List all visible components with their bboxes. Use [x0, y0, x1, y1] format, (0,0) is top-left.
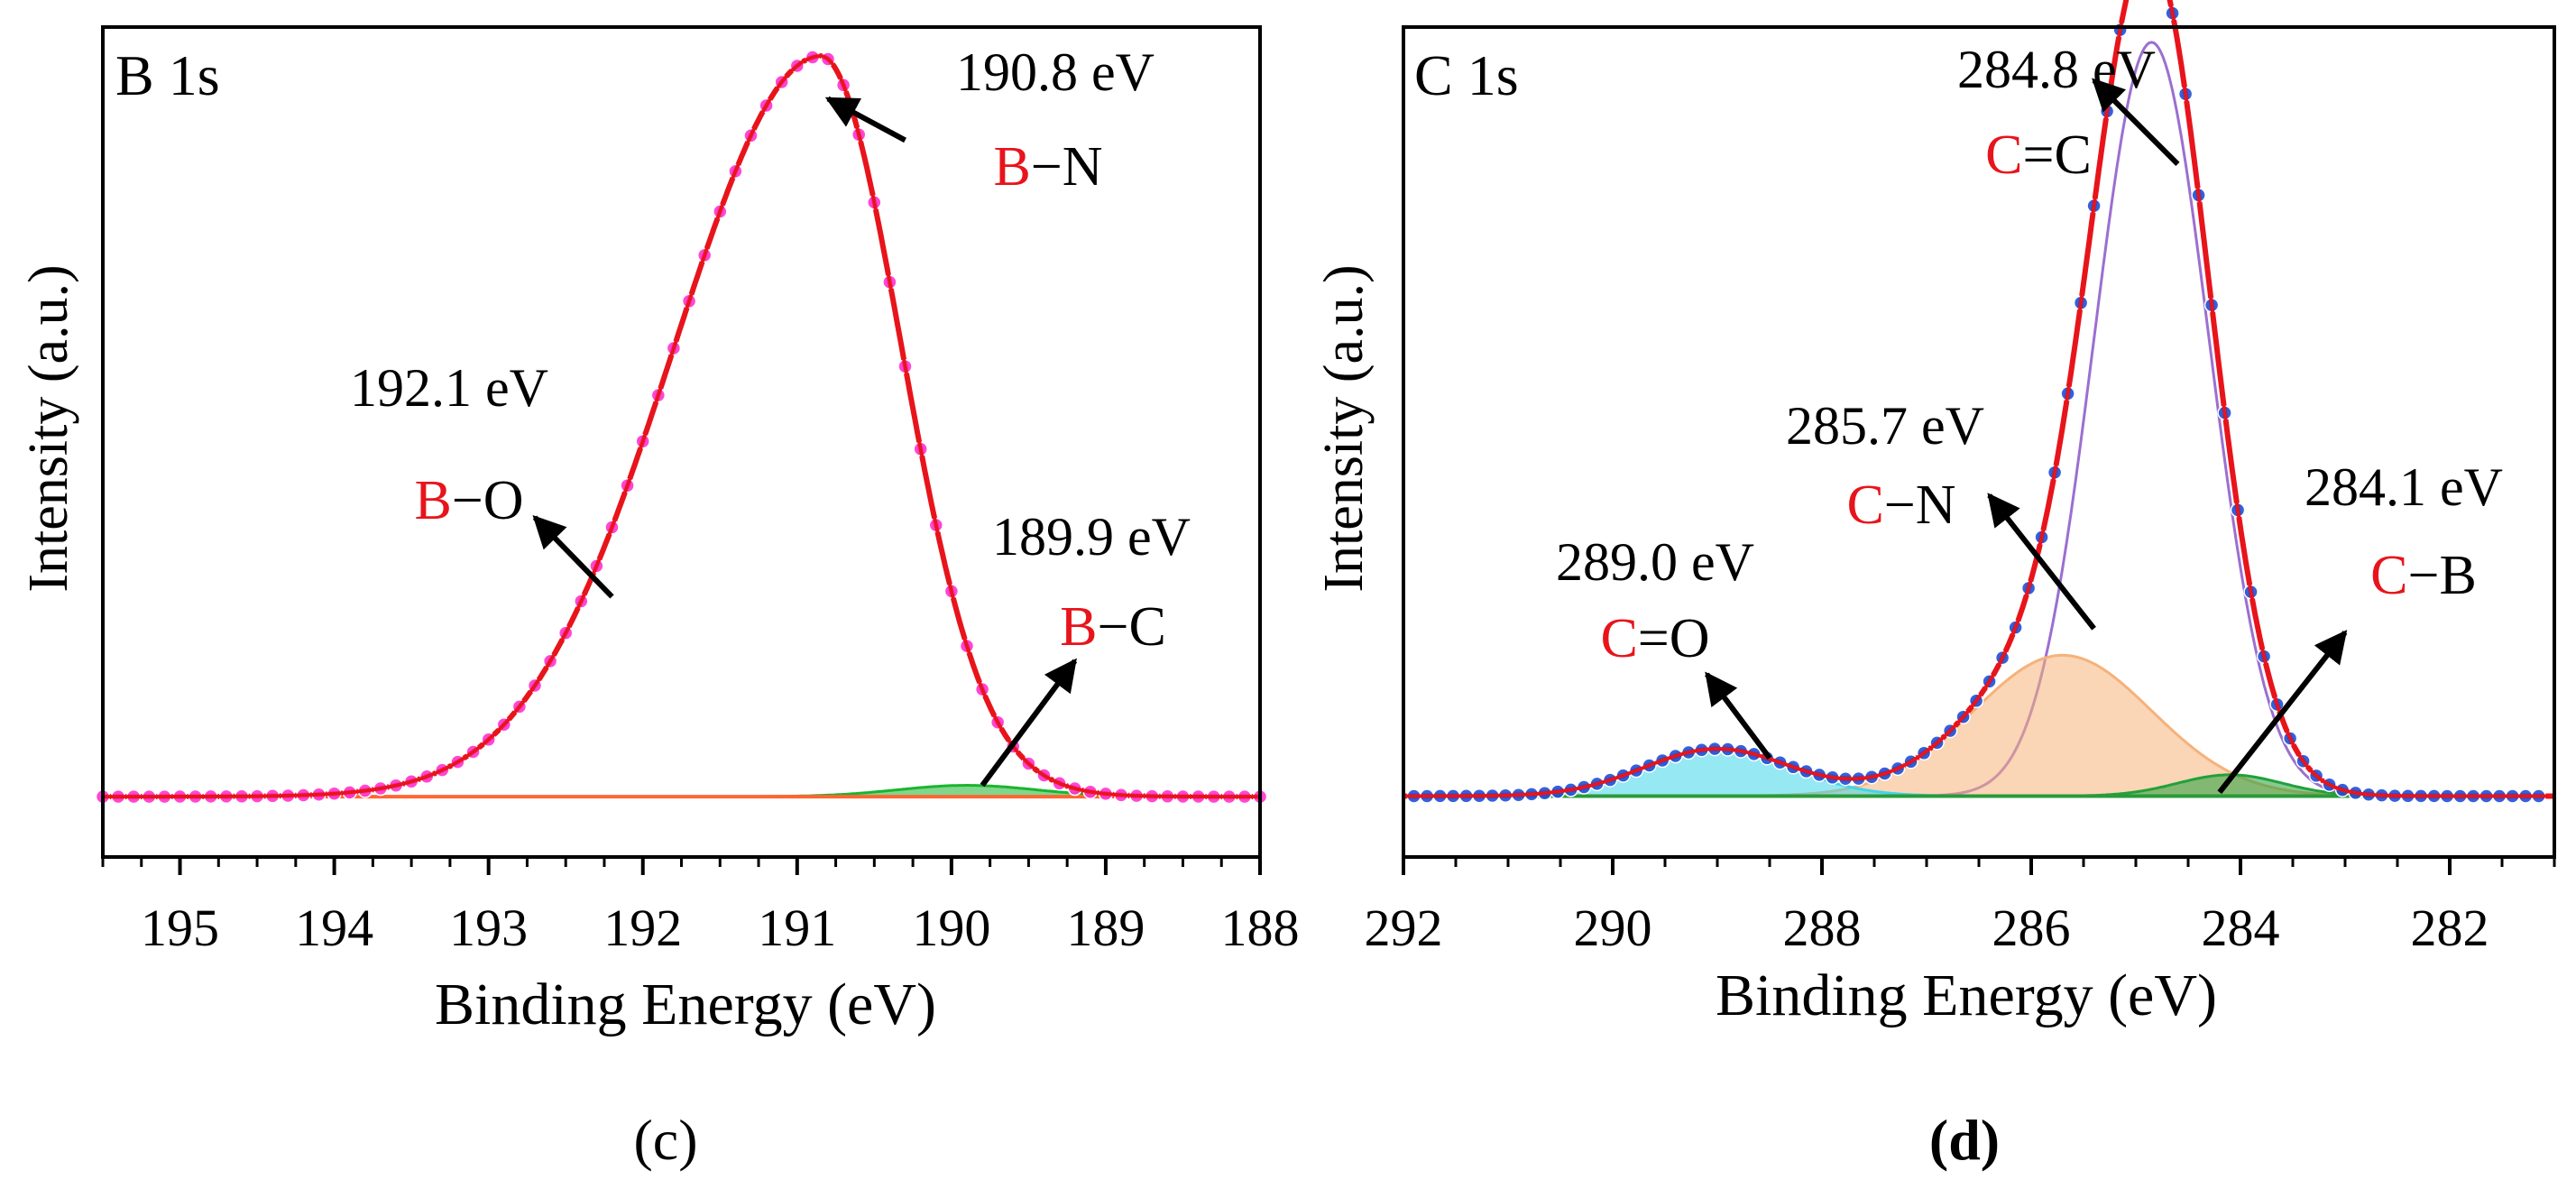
fit-envelope-overlay — [1403, 0, 2554, 798]
x-tick-label: 190 — [912, 898, 990, 957]
panel-c-frame — [101, 25, 1262, 859]
panel-c-ylabel: Intensity (a.u.) — [18, 264, 79, 592]
annotation-value: 192.1 eV — [350, 358, 548, 418]
panel-d-series — [1403, 0, 2554, 804]
annotation-b-c: 189.9 eV B−C — [980, 507, 1191, 788]
panel-d-frame — [1402, 25, 2556, 859]
annotation-c-c: 284.8 eV C=C — [1957, 40, 2180, 186]
x-tick-label: 286 — [1992, 898, 2071, 957]
annotation-bond: B−C — [1060, 596, 1166, 658]
panel-d-annotations: 284.8 eV C=C 285.7 eV C−N 284.1 eV C−B 289.0 e… — [1556, 40, 2503, 795]
annotation-arrow — [2092, 78, 2180, 167]
annotation-c-o: 289.0 eV C=O — [1556, 532, 1772, 760]
annotation-arrow — [2217, 630, 2348, 795]
annotation-value: 284.8 eV — [1957, 40, 2156, 99]
panel-c-axis: 195 194 193 192 191 190 189 188 — [101, 857, 1300, 957]
x-tick-label: 194 — [295, 898, 373, 957]
annotation-value: 284.1 eV — [2305, 457, 2503, 517]
annotation-bond: C=O — [1600, 608, 1709, 669]
panel-c-series — [95, 50, 1268, 805]
x-tick-label: 193 — [449, 898, 528, 957]
x-tick-label: 191 — [758, 898, 836, 957]
panel-c-annotations: 190.8 eV B−N 192.1 eV B−O 189.9 eV B−C — [350, 42, 1191, 788]
annotation-value: 285.7 eV — [1786, 396, 1984, 456]
panel-d-label: (d) — [1929, 1108, 2000, 1172]
x-tick-label: 284 — [2202, 898, 2280, 957]
component-c-n — [1403, 653, 2554, 797]
annotation-b-n: 190.8 eV B−N — [824, 42, 1155, 198]
panel-d-ylabel: Intensity (a.u.) — [1313, 264, 1375, 592]
panel-d-title: C 1s — [1414, 43, 1519, 107]
annotation-c-b: 284.1 eV C−B — [2217, 457, 2503, 795]
annotation-value: 289.0 eV — [1556, 532, 1754, 592]
annotation-c-n: 285.7 eV C−N — [1786, 396, 2096, 631]
x-tick-label: 195 — [141, 898, 219, 957]
annotation-bond: C=C — [1985, 124, 2092, 186]
panel-c-xlabel: Binding Energy (eV) — [435, 972, 936, 1037]
panel-d: C 1s Intensity (a.u.) Binding Energy (eV… — [1313, 0, 2556, 1172]
x-tick-label: 292 — [1365, 898, 1443, 957]
x-tick-label: 288 — [1783, 898, 1862, 957]
annotation-b-o: 192.1 eV B−O — [350, 358, 614, 599]
panel-d-axis: 292 290 288 286 284 282 — [1365, 857, 2556, 957]
annotation-arrow — [1704, 671, 1772, 760]
panel-d-xlabel: Binding Energy (eV) — [1716, 963, 2217, 1028]
x-tick-label: 282 — [2411, 898, 2489, 957]
fit-envelope-overlay — [103, 54, 1260, 799]
annotation-arrow — [1987, 493, 2096, 631]
annotation-arrow — [824, 96, 906, 143]
x-tick-label: 192 — [603, 898, 682, 957]
x-tick-label: 290 — [1574, 898, 1652, 957]
x-tick-label: 189 — [1066, 898, 1145, 957]
x-tick-label: 188 — [1221, 898, 1300, 957]
annotation-bond: C−B — [2370, 545, 2477, 606]
panel-c: B 1s Intensity (a.u.) Binding Energy (eV… — [18, 25, 1300, 1172]
annotation-bond: B−N — [993, 136, 1102, 198]
annotation-value: 190.8 eV — [956, 42, 1155, 102]
annotation-bond: C−N — [1846, 475, 1955, 536]
annotation-arrow — [532, 515, 614, 599]
panel-c-label: (c) — [633, 1108, 697, 1172]
annotation-bond: B−O — [414, 470, 523, 531]
annotation-arrow — [980, 658, 1078, 788]
annotation-value: 189.9 eV — [992, 507, 1191, 567]
panel-c-title: B 1s — [115, 43, 220, 107]
